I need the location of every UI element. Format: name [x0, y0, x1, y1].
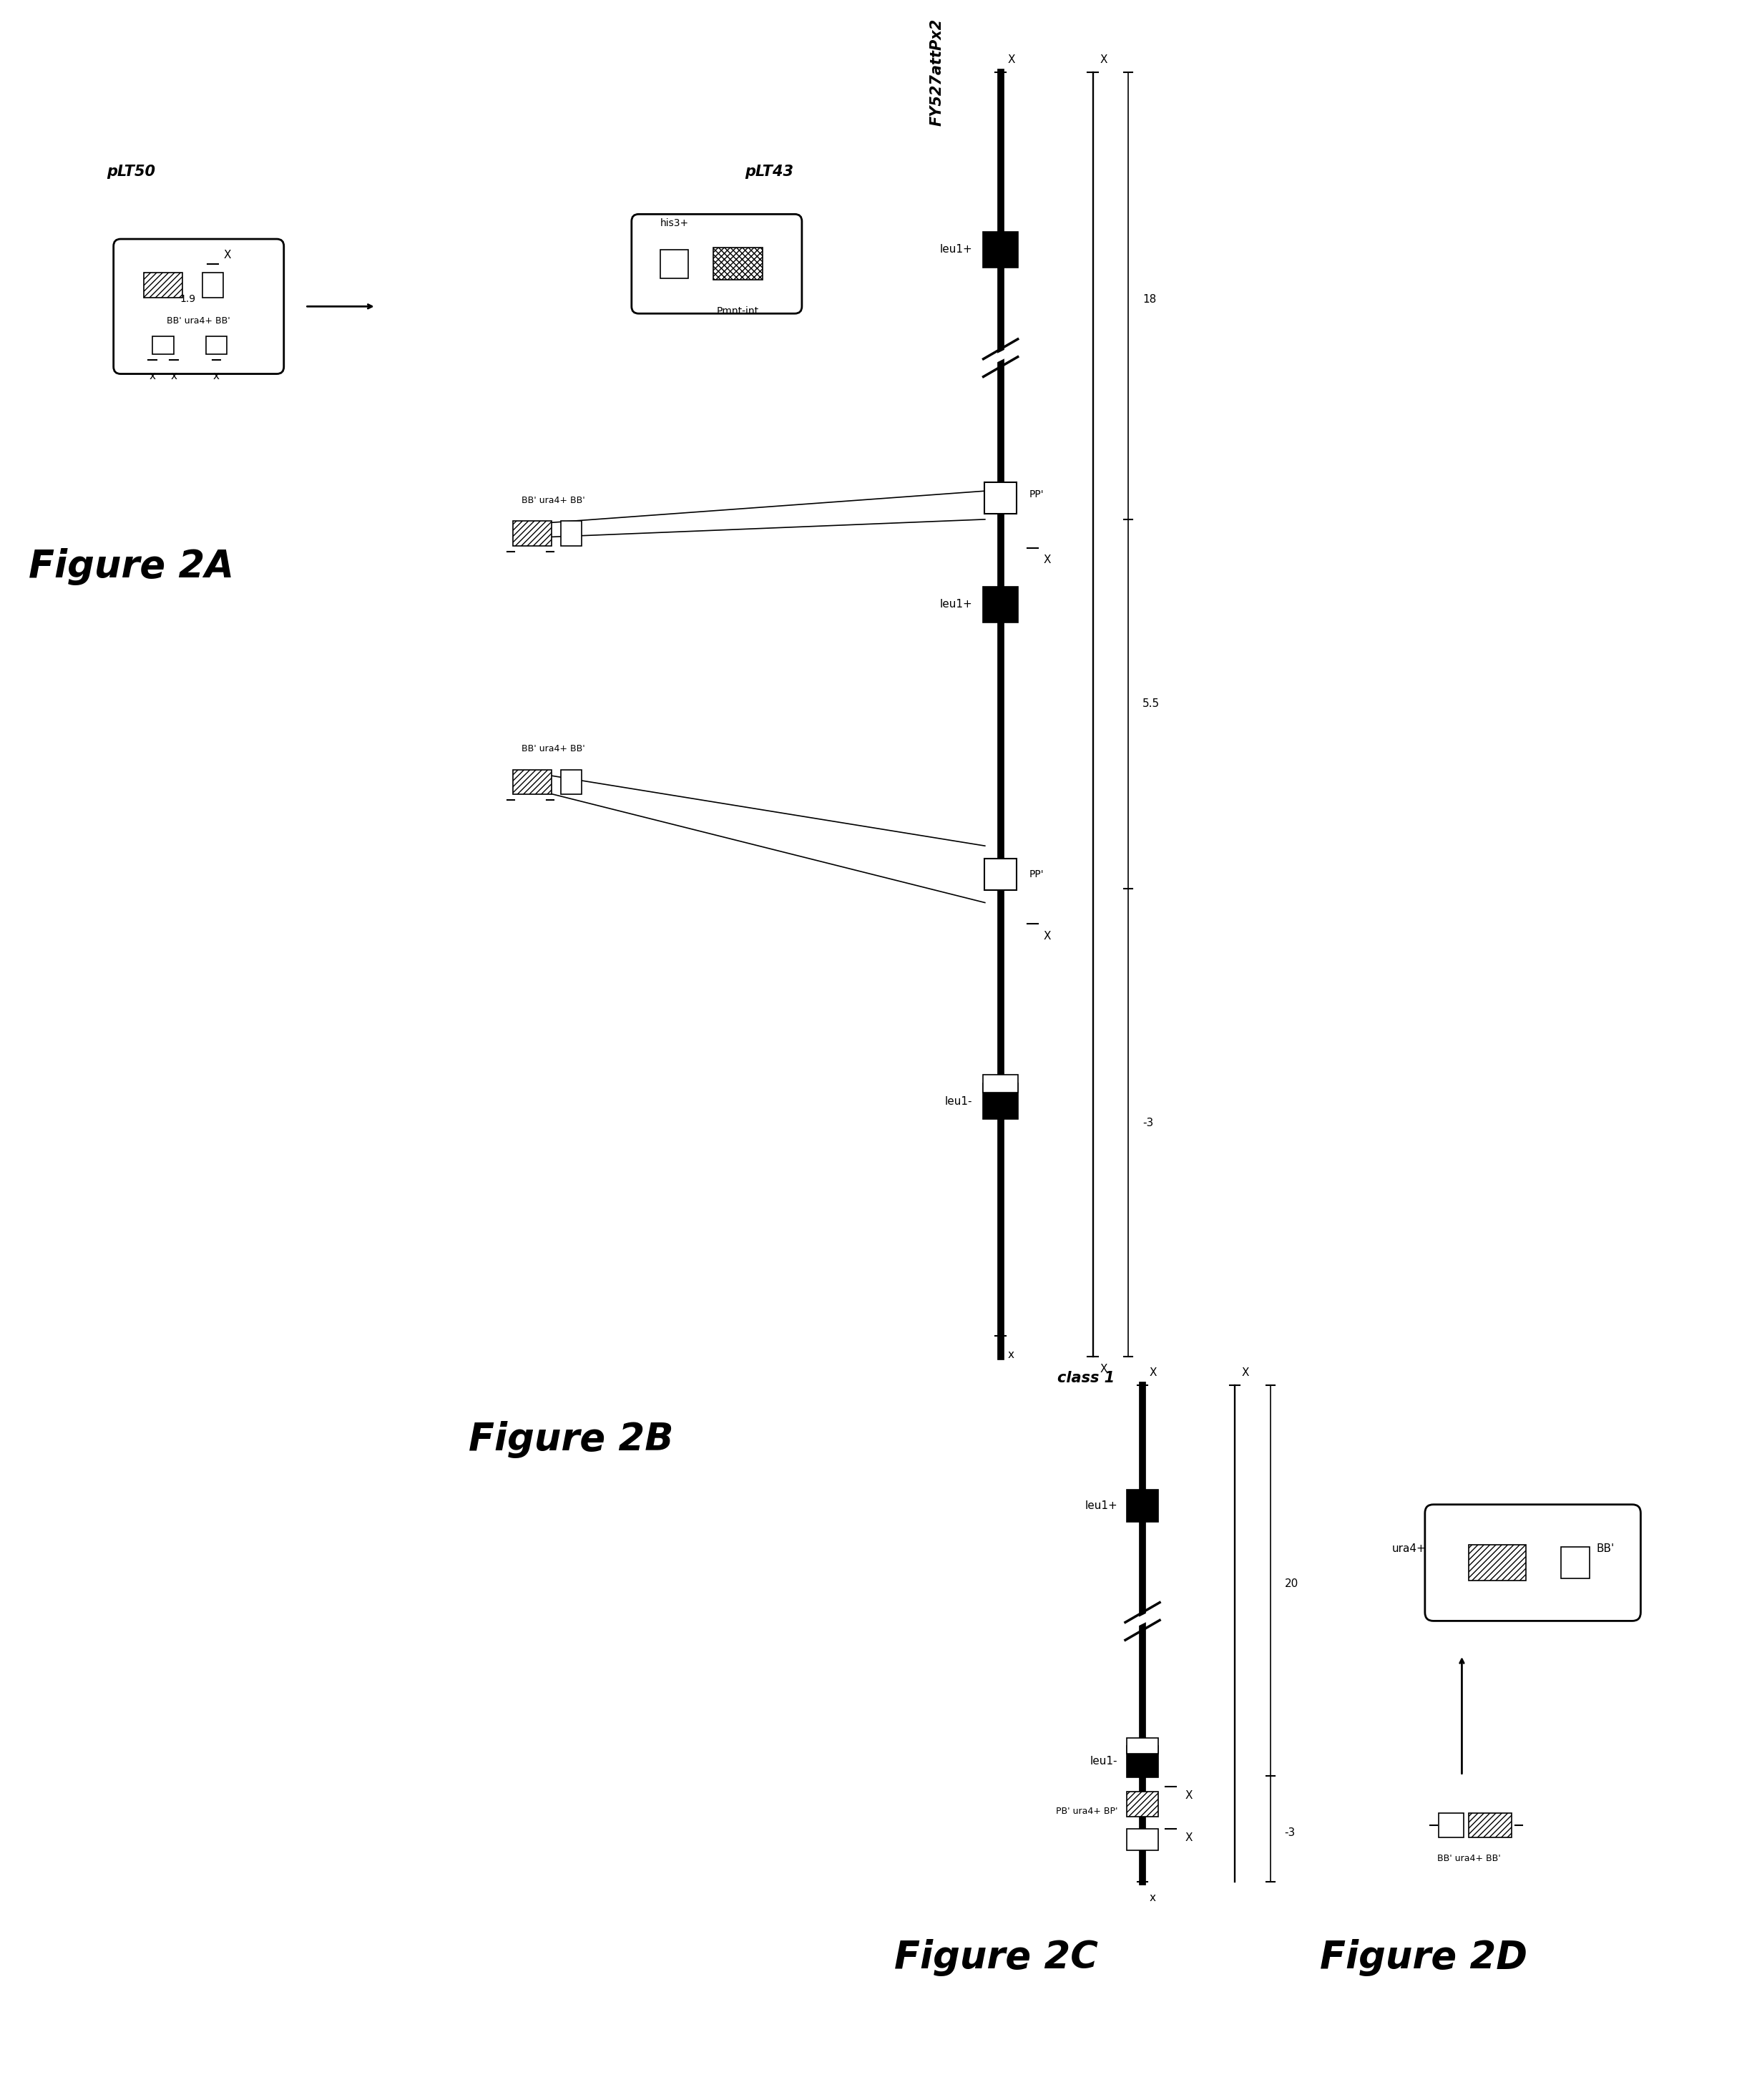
- Text: X: X: [1099, 55, 1108, 65]
- Bar: [983, 231, 1018, 267]
- Text: X: X: [224, 250, 231, 260]
- Text: leu1+: leu1+: [1085, 1502, 1117, 1512]
- Text: X: X: [1008, 55, 1015, 65]
- Text: his3+: his3+: [659, 218, 689, 229]
- Text: x: x: [213, 370, 220, 380]
- Bar: [1126, 1739, 1158, 1754]
- FancyBboxPatch shape: [1425, 1504, 1640, 1621]
- Text: X: X: [1242, 1367, 1249, 1378]
- Bar: [661, 250, 689, 277]
- Text: Figure 2D: Figure 2D: [1320, 1938, 1528, 1976]
- Bar: [560, 521, 581, 546]
- Text: Figure 2C: Figure 2C: [893, 1938, 1098, 1976]
- Text: BB' ura4+ BB': BB' ura4+ BB': [522, 496, 585, 506]
- Text: BB' ura4+ BB': BB' ura4+ BB': [1438, 1854, 1501, 1863]
- Text: X: X: [1043, 930, 1050, 941]
- Text: pLT50: pLT50: [106, 164, 155, 179]
- Text: Figure 2A: Figure 2A: [28, 548, 234, 586]
- Text: X: X: [1043, 554, 1050, 565]
- Text: 5.5: 5.5: [1142, 699, 1159, 710]
- Bar: [513, 521, 552, 546]
- FancyBboxPatch shape: [113, 239, 284, 374]
- Bar: [983, 586, 1018, 622]
- Text: Pmnt-int: Pmnt-int: [717, 307, 759, 317]
- Bar: [983, 1084, 1018, 1119]
- Text: X: X: [1186, 1789, 1193, 1800]
- Text: BB' ura4+ BB': BB' ura4+ BB': [167, 315, 231, 326]
- Text: X: X: [1149, 1367, 1158, 1378]
- Text: x: x: [1149, 1892, 1156, 1903]
- Bar: [1470, 1812, 1512, 1838]
- Text: -3: -3: [1284, 1827, 1295, 1838]
- Bar: [144, 273, 183, 298]
- Bar: [985, 859, 1017, 890]
- Bar: [203, 273, 224, 298]
- Text: leu1-: leu1-: [944, 1096, 973, 1107]
- Bar: [1126, 1829, 1158, 1850]
- Text: leu1-: leu1-: [1091, 1756, 1117, 1766]
- Text: x: x: [171, 370, 176, 380]
- Bar: [1126, 1745, 1158, 1777]
- Text: 20: 20: [1284, 1579, 1299, 1590]
- Text: leu1+: leu1+: [939, 244, 973, 254]
- Bar: [513, 769, 552, 794]
- Text: BB' ura4+ BB': BB' ura4+ BB': [522, 743, 585, 754]
- Text: class 1: class 1: [1057, 1371, 1115, 1386]
- FancyBboxPatch shape: [631, 214, 802, 313]
- Text: -3: -3: [1142, 1117, 1154, 1128]
- Text: FY527attPx2: FY527attPx2: [930, 19, 944, 126]
- Text: x: x: [1008, 1350, 1015, 1361]
- Bar: [983, 1075, 1018, 1092]
- Text: Figure 2B: Figure 2B: [469, 1422, 673, 1457]
- Text: 18: 18: [1142, 294, 1156, 304]
- Text: 1.9: 1.9: [180, 294, 196, 304]
- Text: PP': PP': [1029, 489, 1043, 500]
- Bar: [1470, 1546, 1526, 1581]
- Text: x: x: [150, 370, 155, 380]
- Bar: [153, 336, 174, 355]
- Bar: [560, 769, 581, 794]
- Bar: [1126, 1791, 1158, 1816]
- Text: PP': PP': [1029, 869, 1043, 880]
- Text: PB' ura4+ BP': PB' ura4+ BP': [1055, 1806, 1117, 1816]
- Text: BB': BB': [1596, 1544, 1614, 1554]
- Text: X: X: [1099, 1365, 1108, 1376]
- Bar: [714, 248, 763, 279]
- Bar: [985, 483, 1017, 514]
- Text: X: X: [1186, 1833, 1193, 1844]
- Bar: [1440, 1812, 1464, 1838]
- Text: pLT43: pLT43: [745, 164, 793, 179]
- Bar: [206, 336, 227, 355]
- Bar: [1126, 1491, 1158, 1522]
- Text: ura4+: ura4+: [1392, 1544, 1427, 1554]
- Bar: [1561, 1548, 1589, 1579]
- Text: leu1+: leu1+: [939, 598, 973, 609]
